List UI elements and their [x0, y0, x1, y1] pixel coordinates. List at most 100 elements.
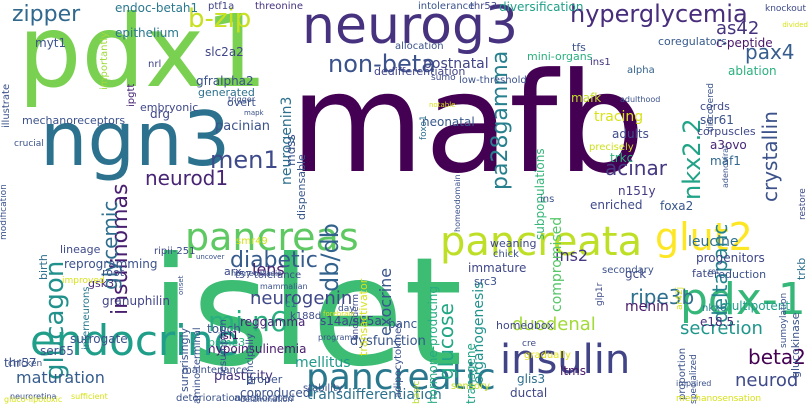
word-proportion: proportion: [677, 347, 688, 400]
word-uncover: uncover: [196, 253, 225, 261]
word-crystallin: crystallin: [758, 111, 782, 202]
word-dedifferentiation: dedifferentiation: [374, 65, 466, 78]
word-ptf1a: ptf1a: [208, 1, 235, 12]
word-stability: stability: [303, 383, 343, 394]
word-thr53: thr53: [470, 1, 498, 12]
word-programs: programs: [318, 333, 357, 342]
word-impaired: impaired: [676, 379, 712, 388]
word-embryonic: embryonic: [140, 101, 199, 114]
word-ins2: ins2: [555, 246, 589, 265]
word-arx: arx: [224, 265, 242, 278]
word-zipper: zipper: [12, 2, 81, 27]
word-t57: t57: [235, 270, 252, 281]
word-chicken: chicken: [8, 359, 43, 369]
word-hormone-producing: hormone-producing: [426, 285, 440, 404]
word-trigger: trigger: [228, 95, 256, 104]
word-db-db: db/db: [316, 222, 344, 292]
word-psme3: psme3: [208, 336, 246, 349]
word-k188d: k188d: [290, 311, 322, 322]
word-plasticity: plasticity: [214, 369, 273, 384]
word-ar42j: ar42j: [675, 286, 685, 310]
word-neurod: neurod: [735, 370, 799, 391]
word-islet: islet: [150, 226, 463, 400]
word-touch: touch: [207, 322, 241, 336]
word-slc2a2: slc2a2: [205, 45, 244, 59]
word-hyperglycemia: hyperglycemia: [570, 0, 748, 28]
word-crucial: crucial: [14, 139, 44, 149]
word-leucine: leucine: [688, 234, 739, 250]
word-onset: onset: [177, 275, 185, 295]
word-mammalian: mammalian: [260, 282, 308, 291]
word-enriched: enriched: [590, 198, 643, 212]
word-interneurons: interneurons: [81, 286, 92, 350]
word-compromised: compromised: [549, 216, 565, 312]
word-ripe3b: ripe3b: [630, 285, 695, 309]
word-reprogramming: reprogramming: [64, 257, 158, 271]
word-endocrine: endocrine: [30, 316, 240, 365]
word-foxa2: foxa2: [660, 199, 694, 213]
word-coregulators: coregulators: [658, 35, 727, 48]
word-men1: men1: [210, 146, 279, 174]
word-c1: c1: [285, 299, 297, 310]
word-beta2: beta2: [748, 345, 806, 369]
word-transdifferentiation: transdifferentiation: [307, 387, 442, 403]
word-glucokinase: glucokinase: [789, 312, 802, 378]
word-delamination: delamination: [240, 395, 293, 404]
word-a3ovo: a3ovo: [710, 138, 747, 152]
word-foxo1: foxo1: [419, 115, 429, 140]
word-e18-5: e18.5: [700, 315, 735, 329]
word-pancreata: pancreata: [440, 219, 643, 265]
word-pacinian: pacinian: [215, 119, 271, 134]
word-lens: lens: [252, 260, 285, 279]
word-homeobox: homeobox: [496, 319, 554, 332]
word-ngn3: ngn3: [40, 95, 231, 183]
word-hypoinsulinemia: hypoinsulinemia: [208, 342, 307, 356]
word-gfralpha2: gfralpha2: [196, 74, 254, 88]
word-ductal: ductal: [510, 386, 548, 400]
word-glis3: glis3: [517, 372, 546, 386]
word-lineage: lineage: [60, 243, 101, 256]
word-pancreatic: pancreatic: [306, 357, 496, 398]
word-ins1: ins1: [590, 57, 611, 68]
word-mapk: mapk: [244, 109, 264, 117]
word-generated: generated: [198, 86, 255, 99]
word-tfs: tfs: [572, 41, 586, 54]
word-isl1: isl1: [220, 329, 239, 342]
word-maturation: maturation: [16, 368, 105, 387]
word-deterioration: deterioration: [176, 393, 241, 404]
word-maf1: maf1: [710, 154, 741, 168]
word-ipgtt: ipgtt: [126, 83, 137, 107]
word-surrogate: surrogate: [70, 332, 128, 346]
word-intolerance: intolerance: [418, 1, 475, 12]
word-adulthood: adulthood: [620, 95, 661, 104]
word-discovered: discovered: [706, 83, 716, 132]
word-ameliorated: ameliorated: [234, 393, 295, 404]
word-diabetic: diabetic: [230, 248, 318, 273]
word-corpuscles: corpuscles: [697, 125, 756, 138]
word-illustrate: illustrate: [1, 83, 12, 128]
word-smr49: smr49: [236, 236, 268, 247]
word-homeodomain: homeodomain: [453, 174, 462, 232]
word-immature: immature: [468, 261, 527, 275]
word-maintenance: maintenance: [182, 365, 248, 376]
word-precisely: precisely: [589, 142, 634, 153]
word-pdx1: pdx1: [18, 0, 268, 110]
word-proper: proper: [246, 373, 283, 386]
word-mi-n6: mi n6: [208, 305, 288, 338]
word-sumo: sumo: [431, 73, 456, 83]
word-pancreas: pancreas: [185, 215, 359, 259]
word-duodenal: duodenal: [512, 314, 596, 335]
word-coproduced: coproduced: [240, 386, 311, 400]
word-mafk: mafk: [571, 91, 602, 105]
word-mini-organs: mini-organs: [527, 50, 593, 63]
word-overt: overt: [227, 96, 256, 109]
word-knockout: knockout: [765, 4, 807, 14]
word-improved: improved: [62, 276, 105, 286]
word-gradually: gradually: [524, 350, 571, 361]
word-ablation: ablation: [728, 64, 777, 78]
word-mellitus: mellitus: [295, 355, 351, 371]
word-adipocytokines: adipocytokines: [393, 322, 404, 398]
word-c-peptide: c-peptide: [716, 36, 773, 50]
word-secondary: secondary: [602, 265, 654, 276]
